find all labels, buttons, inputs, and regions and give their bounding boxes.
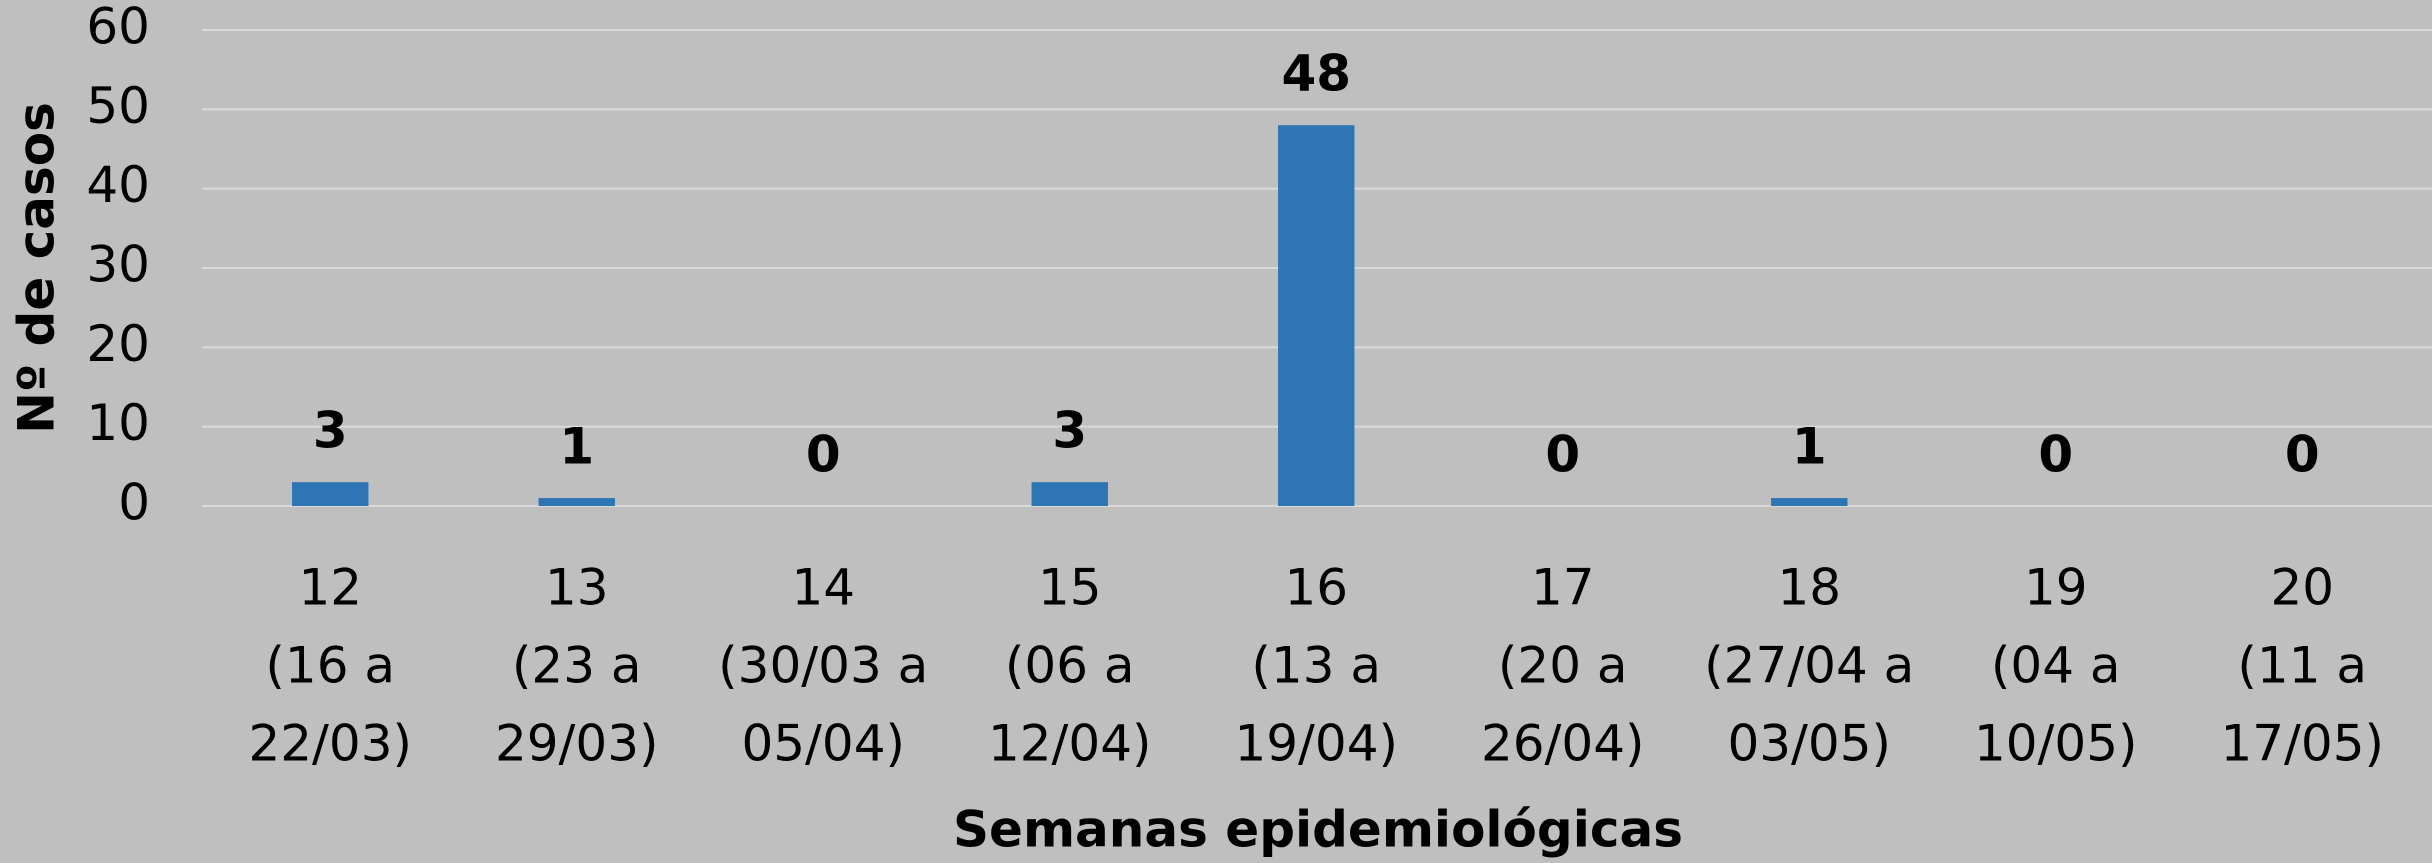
x-tick-label: (16 a bbox=[265, 637, 395, 695]
x-tick-label: 14 bbox=[791, 559, 855, 617]
x-tick-label: 03/05) bbox=[1727, 715, 1891, 773]
x-tick-label: (06 a bbox=[1005, 637, 1135, 695]
y-tick-label: 40 bbox=[86, 156, 150, 214]
x-tick-label: 20 bbox=[2270, 559, 2334, 617]
x-tick-label: 26/04) bbox=[1481, 715, 1645, 773]
x-tick-label: 12 bbox=[298, 559, 362, 617]
bar bbox=[1031, 482, 1108, 506]
y-tick-label: 50 bbox=[86, 77, 150, 135]
x-tick-label: (30/03 a bbox=[718, 637, 928, 695]
x-tick-label: 19 bbox=[2024, 559, 2088, 617]
x-tick-label: (20 a bbox=[1498, 637, 1628, 695]
data-label: 0 bbox=[1545, 426, 1580, 484]
bar bbox=[292, 482, 369, 506]
data-label: 3 bbox=[1052, 402, 1087, 460]
data-label: 0 bbox=[2285, 426, 2320, 484]
data-label: 3 bbox=[313, 402, 348, 460]
x-tick-label: 29/03) bbox=[495, 715, 659, 773]
x-tick-label: 13 bbox=[545, 559, 609, 617]
x-tick-label: (27/04 a bbox=[1704, 637, 1914, 695]
x-tick-label: 16 bbox=[1284, 559, 1348, 617]
data-label: 0 bbox=[2038, 426, 2073, 484]
x-tick-label: 15 bbox=[1038, 559, 1102, 617]
y-tick-label: 30 bbox=[86, 236, 150, 294]
y-tick-label: 0 bbox=[118, 474, 150, 532]
x-tick-label: (11 a bbox=[2237, 637, 2367, 695]
x-tick-label: (23 a bbox=[512, 637, 642, 695]
y-tick-label: 20 bbox=[86, 315, 150, 373]
data-label: 1 bbox=[1792, 418, 1827, 476]
y-tick-label: 60 bbox=[86, 0, 150, 56]
x-tick-label: (04 a bbox=[1991, 637, 2121, 695]
x-tick-label: 10/05) bbox=[1974, 715, 2138, 773]
bar bbox=[1771, 498, 1848, 506]
x-tick-label: 19/04) bbox=[1234, 715, 1398, 773]
x-tick-label: 22/03) bbox=[248, 715, 412, 773]
bar bbox=[538, 498, 615, 506]
data-label: 0 bbox=[806, 426, 841, 484]
data-label: 48 bbox=[1281, 45, 1351, 103]
y-axis-title: Nº de casos bbox=[8, 102, 66, 434]
x-tick-label: 12/04) bbox=[988, 715, 1152, 773]
x-tick-label: 18 bbox=[1777, 559, 1841, 617]
y-tick-label: 10 bbox=[86, 394, 150, 452]
x-tick-label: 05/04) bbox=[741, 715, 905, 773]
x-tick-label: 17 bbox=[1531, 559, 1595, 617]
data-label: 1 bbox=[559, 418, 594, 476]
x-tick-label: (13 a bbox=[1251, 637, 1381, 695]
x-axis-title: Semanas epidemiológicas bbox=[953, 801, 1683, 859]
x-tick-label: 17/05) bbox=[2220, 715, 2384, 773]
bar bbox=[1278, 125, 1355, 506]
